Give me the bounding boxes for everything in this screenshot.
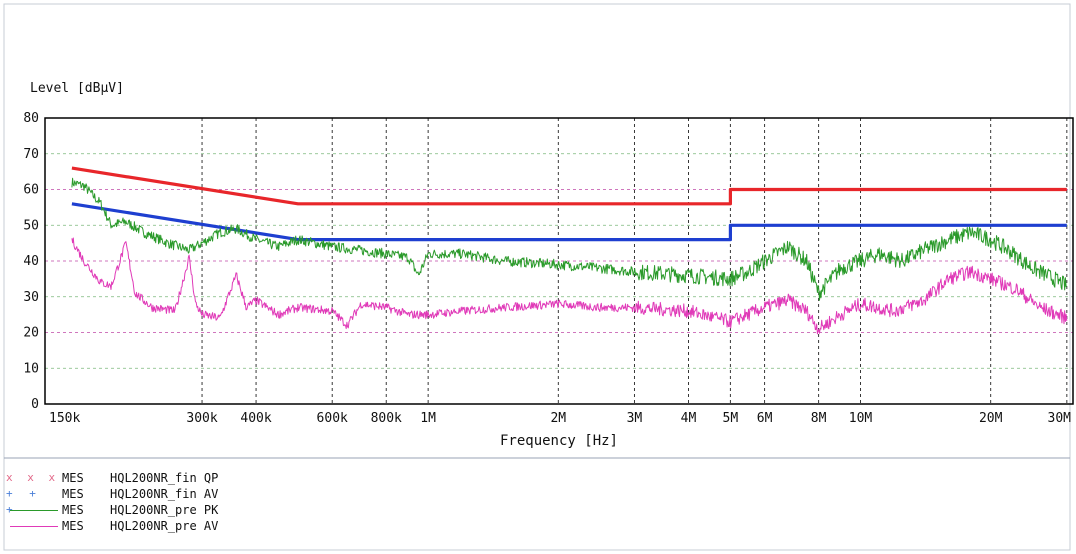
x-tick-label: 10M [849, 411, 873, 426]
legend-name: HQL200NR_fin QP [110, 471, 219, 485]
green-line-icon [6, 502, 62, 518]
x-tick-label: 150k [49, 411, 80, 426]
x-tick-label: 1M [420, 411, 436, 426]
y-tick-label: 70 [23, 147, 39, 162]
legend-item-fin-av: + + + MES HQL200NR_fin AV [6, 486, 219, 516]
series-pre-av [71, 237, 1068, 335]
measurement-traces [71, 177, 1068, 335]
y-tick-label: 10 [23, 361, 39, 376]
legend-item-pre-av: MES HQL200NR_pre AV [6, 518, 218, 534]
limit-line-qp [71, 166, 1067, 206]
x-tick-label: 300k [186, 411, 217, 426]
x-tick-label: 20M [979, 411, 1003, 426]
tick-labels: 0 10 20 30 40 50 60 70 80 150k 300k 400k 600k 800k 1M 2… [23, 111, 1071, 426]
x-tick-label: 2M [550, 411, 566, 426]
y-tick-label: 20 [23, 326, 39, 341]
y-tick-label: 50 [23, 218, 39, 233]
legend-mes: MES [62, 487, 84, 501]
legend-item-fin-qp: x x x MES HQL200NR_fin QP [6, 470, 218, 486]
y-tick-label: 60 [23, 183, 39, 198]
y-tick-label: 30 [23, 290, 39, 305]
x-tick-label: 800k [371, 411, 402, 426]
legend-mes: MES [62, 519, 84, 533]
legend-mes: MES [62, 503, 84, 517]
plot-border [44, 117, 1074, 405]
x-tick-label: 5M [723, 411, 739, 426]
x-axis-label: Frequency [Hz] [500, 433, 618, 449]
legend-item-pre-pk: MES HQL200NR_pre PK [6, 502, 218, 518]
y-tick-label: 0 [31, 397, 39, 412]
legend-name: HQL200NR_pre AV [110, 519, 219, 533]
legend-name: HQL200NR_fin AV [110, 487, 219, 501]
y-axis-label: Level [dBµV] [30, 81, 124, 96]
legend-name: HQL200NR_pre PK [110, 503, 219, 517]
x-tick-label: 8M [811, 411, 827, 426]
limit-lines [71, 166, 1067, 242]
x-tick-label: 600k [317, 411, 348, 426]
legend-mes: MES [62, 471, 84, 485]
legend: x x x MES HQL200NR_fin QP + + + MES HQL2… [6, 470, 218, 534]
y-tick-label: 40 [23, 254, 39, 269]
limit-line-av [71, 202, 1067, 242]
x-tick-label: 4M [681, 411, 697, 426]
outer-frame [3, 3, 1071, 551]
x-marker-icon: x x x [6, 471, 60, 484]
x-tick-label: 6M [757, 411, 773, 426]
x-tick-label: 30M [1048, 411, 1072, 426]
x-tick-label: 400k [240, 411, 271, 426]
series-pre-pk [71, 177, 1067, 301]
magenta-line-icon [6, 518, 62, 534]
plus-marker-icon: + + + [6, 487, 41, 516]
y-tick-label: 80 [23, 111, 39, 126]
x-tick-label: 3M [627, 411, 643, 426]
